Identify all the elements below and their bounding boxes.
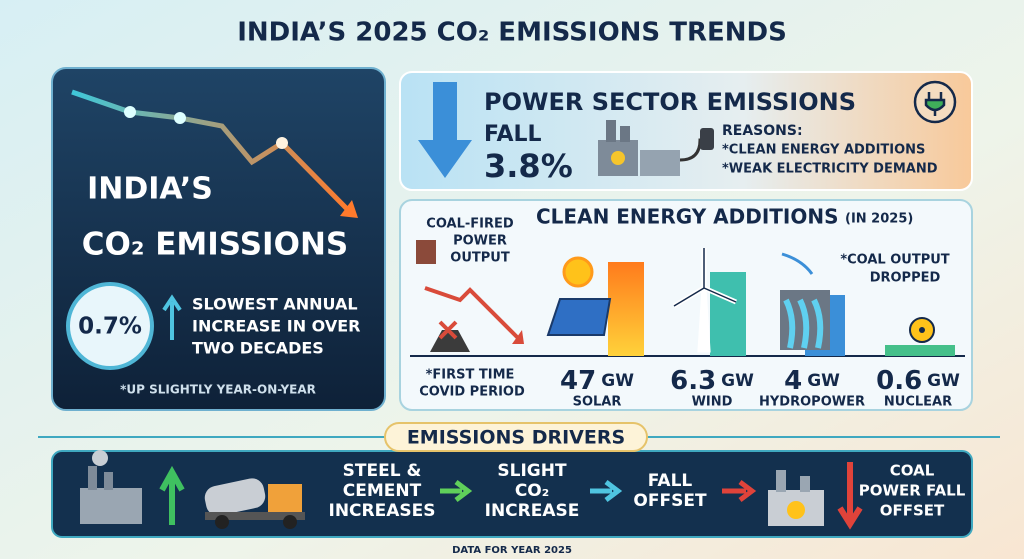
trend-arrowhead [340,200,358,218]
wind-bar [710,272,746,356]
drivers-pill [384,422,648,452]
coal-decline [424,286,520,340]
driver-step: POWER FALL [859,482,966,500]
page-title: INDIA’S 2025 CO₂ EMISSIONS TRENDS [237,18,787,48]
wind-icon-outline [673,248,737,307]
trend-dot [276,137,288,149]
trend-dot [174,112,186,124]
power-title: POWER SECTOR EMISSIONS [484,88,856,116]
down-arrow [418,82,472,178]
note-arrow [781,252,814,275]
coal-decline-head [512,330,524,344]
capacity-value: 4 [784,366,802,396]
change-badge [66,282,154,370]
reason: *WEAK ELECTRICITY DEMAND [722,162,938,177]
driver-step: COAL [890,462,935,480]
covid-note: *FIRST TIME [426,368,515,383]
clean-title: CLEAN ENERGY ADDITIONS [536,205,839,229]
nuclear-icon-core [919,327,925,333]
power-change: 3.8% [484,147,573,185]
capacity-label: SOLAR [573,395,622,410]
coal-note: DROPPED [870,271,941,286]
capacity-value: 0.6 [876,366,922,396]
trend-dot [124,106,136,118]
covid-note: COVID PERIOD [419,385,525,400]
plug-icon-detail [924,92,946,116]
overview-change: 0.7% [78,314,142,340]
factory-icon [80,450,142,524]
coal-cross [438,320,458,340]
power-direction: FALL [484,122,542,147]
clean-subtitle: (IN 2025) [845,212,913,227]
capacity-unit: GW [927,371,960,391]
solar-bar [608,262,644,356]
driver-step: STEEL & [343,461,422,481]
up-arrow [162,294,182,340]
coal-label: COAL-FIRED [426,217,514,232]
driver-step: OFFSET [633,491,707,511]
capacity-unit: GW [807,371,840,391]
overview-title: INDIA’S [87,172,213,207]
capacity: 6.3 GW [670,366,754,396]
overview-description: SLOWEST ANNUAL [192,295,358,314]
up-arrow [159,465,185,525]
overview-description: INCREASE IN OVER [192,317,360,336]
coal-label: OUTPUT [450,251,510,266]
step-arrow [440,480,473,502]
power-panel [399,71,973,191]
dam-water [783,298,824,349]
coal-icon [416,240,436,264]
driver-step: INCREASE [485,501,580,521]
capacity-value: 6.3 [670,366,716,396]
truck-icon [204,478,305,529]
capacity-label: HYDROPOWER [759,395,865,410]
capacity-unit: GW [721,371,754,391]
driver-step: CO₂ [515,481,549,501]
solar-panel-icon [546,298,612,336]
capacity: 47 GW [560,366,634,396]
nuclear-bar [885,345,955,356]
overview-title: CO₂ EMISSIONS [82,227,348,263]
clean-panel [399,199,973,411]
driver-step: FALL [648,471,693,491]
capacity-label: WIND [692,395,733,410]
driver-step: CEMENT [343,481,422,501]
capacity: 0.6 GW [876,366,960,396]
reasons-heading: REASONS: [722,123,803,139]
capacity: 4 GW [784,366,840,396]
overview-description: TWO DECADES [192,339,324,358]
sun-icon [562,256,594,288]
coal-label: POWER [453,234,507,249]
driver-step: SLIGHT [497,461,567,481]
step-arrow [590,480,623,502]
capacity-unit: GW [601,371,634,391]
coal-note: *COAL OUTPUT [840,253,949,268]
footer: DATA FOR YEAR 2025 [452,545,572,556]
overview-footnote: *UP SLIGHTLY YEAR-ON-YEAR [120,383,316,397]
step-arrow [722,480,757,502]
plant-icon [768,470,824,526]
driver-step: INCREASES [329,501,436,521]
drivers-title: EMISSIONS DRIVERS [407,427,625,449]
reason: *CLEAN ENERGY ADDITIONS [722,143,925,158]
plant-icon [598,120,714,176]
capacity-label: NUCLEAR [884,395,952,410]
capacity-value: 47 [560,366,596,396]
driver-step: OFFSET [880,502,945,520]
down-arrow [837,462,863,530]
